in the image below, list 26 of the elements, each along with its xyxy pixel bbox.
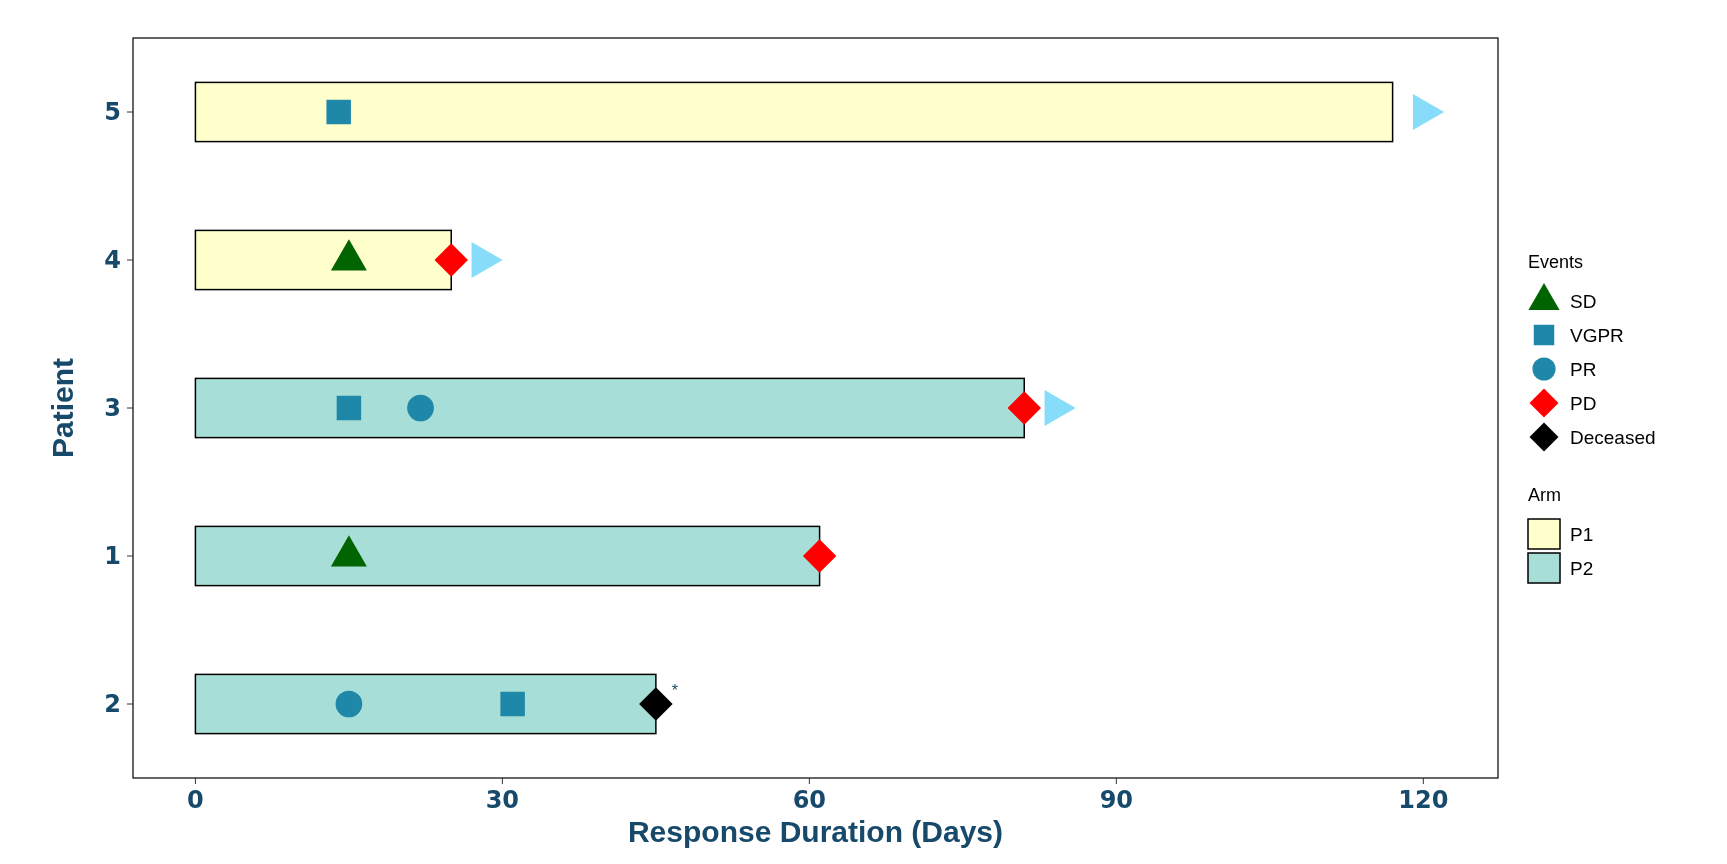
- y-tick-label: 4: [104, 246, 121, 274]
- text: Events: [1528, 252, 1584, 272]
- x-tick-label: 60: [792, 786, 827, 814]
- bar: [194, 81, 1394, 143]
- legend-label: P1: [1570, 524, 1594, 545]
- x-tick-label: 90: [1099, 786, 1134, 814]
- bar: [194, 377, 1025, 439]
- legend-label: P2: [1570, 558, 1594, 579]
- y-tick-label: 2: [104, 690, 121, 718]
- legend-label: PR: [1570, 359, 1597, 380]
- legend-label: PD: [1570, 393, 1597, 414]
- y-tick-label: 5: [104, 98, 121, 126]
- bar: [194, 229, 452, 291]
- legend-label: VGPR: [1570, 325, 1624, 346]
- y-tick-label: 3: [104, 394, 121, 422]
- y-axis-title: Patient: [46, 357, 79, 459]
- x-tick-label: 120: [1398, 786, 1449, 814]
- x-tick-label: 30: [485, 786, 520, 814]
- bar: [194, 525, 821, 587]
- text: Arm: [1528, 485, 1561, 505]
- x-tick-label: 0: [187, 786, 204, 814]
- x-axis-title: Response Duration (Days): [627, 815, 1004, 848]
- legend-label: Deceased: [1570, 427, 1656, 448]
- legend-label: SD: [1570, 291, 1597, 312]
- annotation: *: [671, 682, 679, 699]
- y-tick-label: 1: [104, 542, 121, 570]
